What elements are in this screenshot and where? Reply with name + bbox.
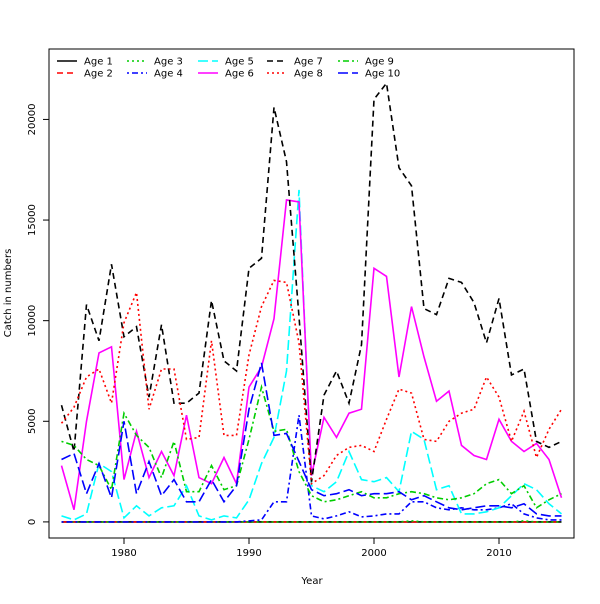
y-tick-label: 10000	[27, 305, 38, 337]
y-axis-label: Catch in numbers	[3, 249, 14, 338]
legend-label-4: Age 4	[154, 69, 183, 80]
series-line-8	[60, 279, 563, 486]
y-axis: 0 5000 10000 15000 20000	[27, 104, 49, 525]
legend-label-7: Age 7	[294, 57, 323, 68]
y-tick-label: 15000	[27, 204, 38, 236]
x-tick-label: 2000	[361, 548, 386, 559]
x-tick-label: 2010	[486, 548, 511, 559]
legend-label-10: Age 10	[365, 69, 400, 80]
series-group	[60, 81, 563, 523]
x-tick-label: 1980	[111, 548, 136, 559]
y-tick-label: 5000	[27, 409, 38, 434]
x-axis-label: Year	[300, 576, 323, 587]
series-line-9	[61, 383, 562, 509]
series-line-5	[61, 189, 563, 521]
legend-label-1: Age 1	[84, 57, 113, 68]
series-line-7	[60, 81, 562, 482]
y-tick-label: 0	[27, 519, 38, 525]
legend-label-9: Age 9	[365, 57, 394, 68]
x-axis: 1980 1990 2000 2010	[111, 538, 512, 559]
legend-label-6: Age 6	[225, 69, 254, 80]
series-line-3	[61, 520, 562, 523]
y-tick-label: 20000	[27, 104, 38, 136]
legend-label-5: Age 5	[225, 57, 254, 68]
legend-label-8: Age 8	[294, 69, 323, 80]
x-tick-label: 1990	[236, 548, 261, 559]
series-line-6	[60, 198, 563, 511]
legend-label-3: Age 3	[154, 57, 183, 68]
legend-label-2: Age 2	[84, 69, 113, 80]
plot-frame	[48, 48, 575, 539]
series-line-10	[61, 362, 562, 517]
